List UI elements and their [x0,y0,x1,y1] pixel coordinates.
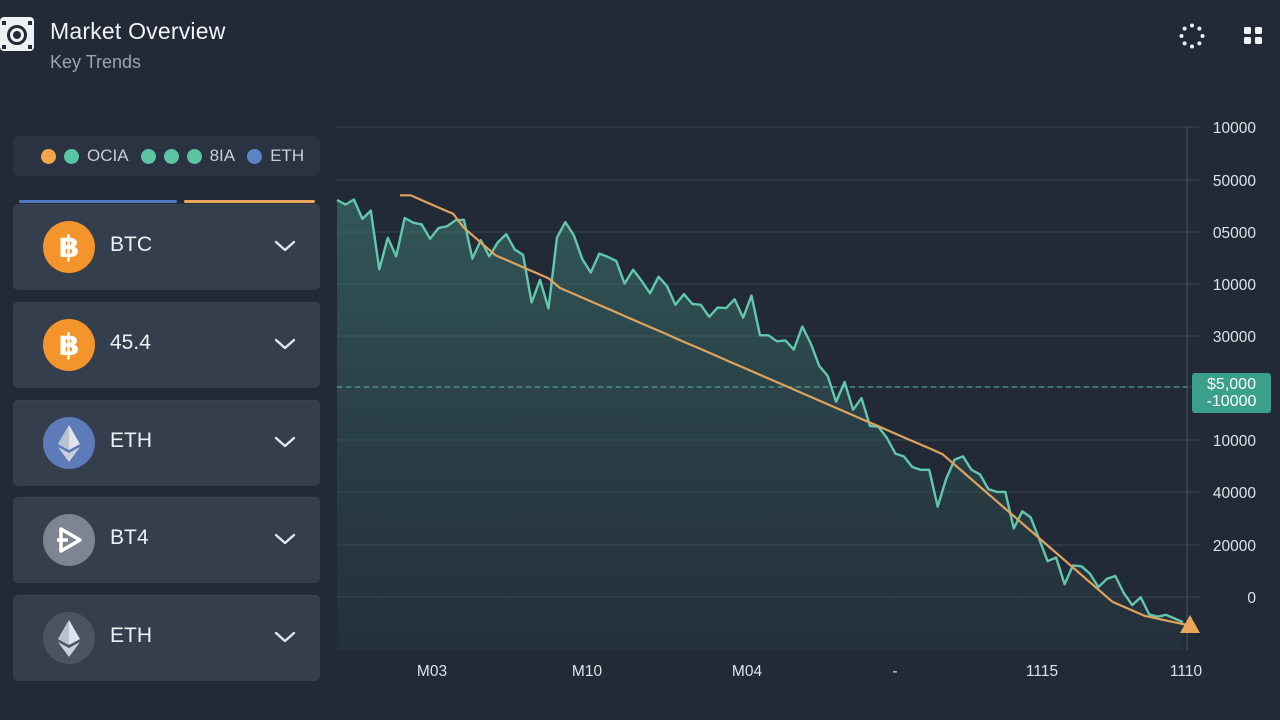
page-subtitle: Key Trends [50,52,142,72]
legend-label: OCIA [87,146,129,165]
ethereum-icon [43,417,95,469]
x-tick-label: 1115 [1026,663,1058,680]
chevron-down-icon[interactable] [273,530,297,548]
y-tick-label: 10000 [1213,277,1256,294]
legend-label: 8IA [209,146,236,165]
coin-row[interactable]: ETH [13,595,320,681]
current-price-tag: $5,000 -10000 [1192,373,1271,413]
ethereum-icon [43,612,95,664]
series-trend-line [400,194,1188,627]
y-tick-label: 30000 [1213,329,1256,346]
y-tick-label: 10000 [1213,120,1256,137]
legend-dot [41,148,56,164]
y-tick-label: 50000 [1213,173,1256,190]
loading-spinner-icon[interactable] [1179,23,1205,49]
price-tag-line1: $5,000 [1207,376,1256,393]
coin-row[interactable]: ฿ BTC [13,204,320,290]
coin-row[interactable]: ETH [13,400,320,486]
play-logo-icon [43,514,95,566]
tab-indicator-orange[interactable] [184,200,315,203]
svg-text:฿: ฿ [59,328,80,363]
trend-end-arrow [1180,615,1200,633]
bitcoin-icon: ฿ [43,221,95,273]
page-title: Market Overview [50,18,226,44]
coin-row[interactable]: ฿ 45.4 [13,302,320,388]
y-tick-label: 10000 [1213,433,1256,450]
coin-label: BT4 [110,526,149,549]
y-tick-label: 20000 [1213,538,1256,555]
y-tick-label: 0 [1247,590,1256,607]
coin-label: ETH [110,429,152,452]
app-logo [0,17,34,51]
chevron-down-icon[interactable] [273,628,297,646]
price-tag-line2: -10000 [1206,393,1257,410]
coin-label: BTC [110,233,152,256]
legend-dot [140,148,156,164]
grid-menu-icon[interactable] [1241,23,1267,49]
legend-dot [163,148,179,164]
coin-label: 45.4 [110,331,151,354]
chevron-down-icon[interactable] [273,237,297,255]
coin-row[interactable]: BT4 [13,497,320,583]
svg-text:฿: ฿ [59,230,80,265]
chevron-down-icon[interactable] [273,335,297,353]
y-tick-label: 05000 [1213,225,1256,242]
legend-dot [64,148,79,164]
x-tick-label: 1110 [1170,663,1203,680]
bitcoin-icon: ฿ [43,319,95,371]
x-tick-label: M03 [417,663,447,680]
legend-dot [247,148,263,164]
chevron-down-icon[interactable] [273,433,297,451]
tab-indicator-blue[interactable] [19,200,177,203]
x-tick-label: - [892,663,897,680]
price-area-fill [337,199,1183,650]
y-tick-label: 40000 [1213,485,1256,502]
chart-legend: OCIA 8IA ETH [13,136,320,176]
coin-label: ETH [110,624,152,647]
x-tick-label: M10 [572,663,603,680]
legend-label: ETH [270,146,305,165]
x-tick-label: M04 [732,663,763,680]
legend-dot [186,148,202,164]
series-price-line [336,198,1184,624]
